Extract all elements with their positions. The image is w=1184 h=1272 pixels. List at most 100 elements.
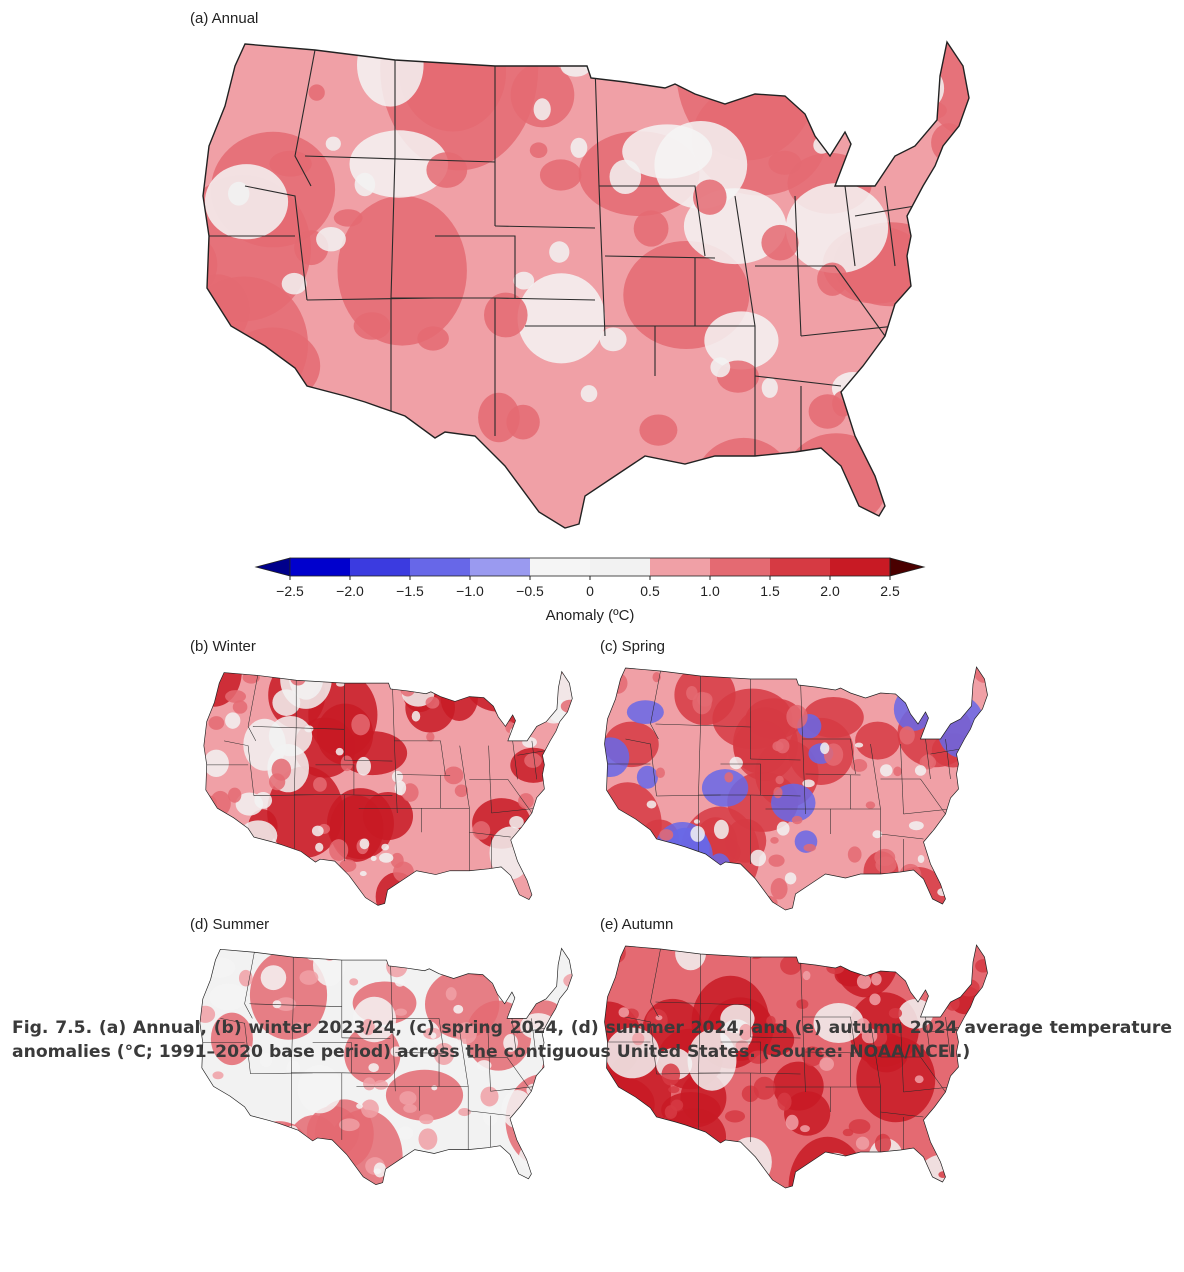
- anomaly-patch: [286, 1060, 300, 1076]
- state-boundary: [720, 1041, 761, 1073]
- anomaly-patch: [753, 1076, 776, 1100]
- anomaly-patch: [425, 696, 440, 709]
- anomaly-patch: [893, 687, 934, 731]
- anomaly-patch: [297, 1065, 343, 1114]
- state-boundary: [754, 375, 842, 387]
- anomaly-patch: [713, 819, 729, 840]
- anomaly-patch: [210, 1175, 228, 1185]
- colorbar-ticks: −2.5 −2.0 −1.5 −1.0 −0.5 0 0.5 1.0 1.5 2.0 2.5: [276, 576, 900, 599]
- anomaly-patch: [370, 855, 377, 862]
- anomaly-patch: [871, 973, 882, 986]
- anomaly-patch: [565, 1162, 573, 1171]
- anomaly-patch: [471, 965, 486, 975]
- anomaly-patch: [359, 838, 370, 850]
- anomaly-patch: [605, 1027, 660, 1079]
- anomaly-field-autumn: [604, 945, 988, 1188]
- anomaly-patch: [349, 978, 359, 986]
- state-boundary: [512, 740, 518, 780]
- anomaly-patch: [394, 978, 405, 987]
- anomaly-patch: [655, 767, 665, 779]
- anomaly-patch: [207, 1152, 229, 1171]
- anomaly-patch: [272, 1000, 282, 1009]
- anomaly-patch: [454, 784, 469, 798]
- anomaly-patch: [976, 525, 994, 538]
- anomaly-patch: [376, 514, 396, 528]
- anomaly-patch: [483, 480, 511, 508]
- anomaly-patch: [373, 1080, 388, 1090]
- anomaly-patch: [690, 1162, 764, 1188]
- anomaly-patch: [394, 780, 407, 796]
- anomaly-patch: [899, 895, 919, 909]
- anomaly-patch: [609, 159, 642, 194]
- colorbar-tick-label: 0: [586, 583, 594, 599]
- anomaly-patch: [381, 843, 390, 851]
- anomaly-patch: [979, 888, 988, 899]
- anomaly-patch: [203, 795, 217, 811]
- anomaly-patch: [610, 858, 623, 870]
- colorbar-tick-label: 2.5: [880, 583, 900, 599]
- anomaly-patch: [850, 894, 866, 907]
- anomaly-patch: [880, 764, 893, 777]
- colorbar-bin: [710, 558, 770, 576]
- anomaly-patch: [517, 273, 606, 364]
- anomaly-patch: [872, 830, 883, 839]
- anomaly-patch: [419, 1114, 434, 1125]
- state-boundary: [655, 1001, 751, 1006]
- anomaly-patch: [203, 749, 229, 777]
- anomaly-patch: [472, 821, 491, 840]
- anomaly-patch: [622, 52, 642, 70]
- anomaly-patch: [914, 765, 927, 776]
- anomaly-patch: [574, 731, 586, 743]
- anomaly-patch: [690, 826, 705, 842]
- anomaly-patch: [896, 1157, 917, 1172]
- anomaly-patch: [916, 197, 940, 214]
- anomaly-patch: [290, 671, 306, 686]
- us-outline: [604, 666, 988, 911]
- anomaly-patch: [203, 890, 209, 899]
- anomaly-patch: [772, 741, 784, 752]
- anomaly-patch: [855, 1136, 870, 1150]
- anomaly-patch: [263, 438, 336, 514]
- anomaly-patch: [800, 1125, 810, 1133]
- state-boundary: [531, 740, 537, 780]
- anomaly-patch: [379, 852, 394, 863]
- anomaly-patch: [239, 820, 278, 851]
- anomaly-patch: [260, 465, 295, 495]
- anomaly-patch: [942, 1174, 971, 1188]
- anomaly-patch: [227, 787, 242, 803]
- anomaly-patch: [982, 775, 988, 789]
- anomaly-patch: [509, 815, 524, 829]
- anomaly-patch: [472, 506, 500, 528]
- anomaly-patch: [708, 853, 731, 880]
- anomaly-patch: [850, 759, 868, 772]
- anomaly-patch: [735, 1040, 749, 1051]
- anomaly-patch: [203, 671, 242, 707]
- state-boundary: [487, 1023, 491, 1092]
- anomaly-patch: [353, 312, 391, 340]
- colorbar-tick-label: 1.0: [700, 583, 720, 599]
- anomaly-patch: [322, 948, 337, 961]
- anomaly-patch: [272, 42, 291, 48]
- anomaly-patch: [203, 957, 236, 978]
- anomaly-patch: [386, 955, 408, 978]
- anomaly-patch: [522, 737, 537, 748]
- state-boundary: [468, 1110, 511, 1116]
- anomaly-patch: [791, 815, 803, 825]
- anomaly-patch: [580, 385, 598, 403]
- anomaly-patch: [899, 863, 922, 887]
- anomaly-patch: [336, 681, 345, 687]
- state-boundary: [306, 297, 495, 301]
- state-boundary: [750, 794, 801, 797]
- anomaly-patch: [735, 77, 752, 93]
- anomaly-patch: [768, 150, 802, 175]
- anomaly-patch: [610, 1121, 680, 1188]
- anomaly-patch: [609, 1172, 631, 1188]
- anomaly-patch: [208, 716, 225, 730]
- state-boundary: [392, 683, 398, 814]
- anomaly-patch: [761, 224, 799, 261]
- anomaly-patch: [728, 1154, 738, 1160]
- state-boundary: [344, 759, 393, 762]
- state-boundary: [870, 743, 881, 874]
- colorbar-tick-label: 1.5: [760, 583, 780, 599]
- anomaly-patch: [538, 1157, 573, 1185]
